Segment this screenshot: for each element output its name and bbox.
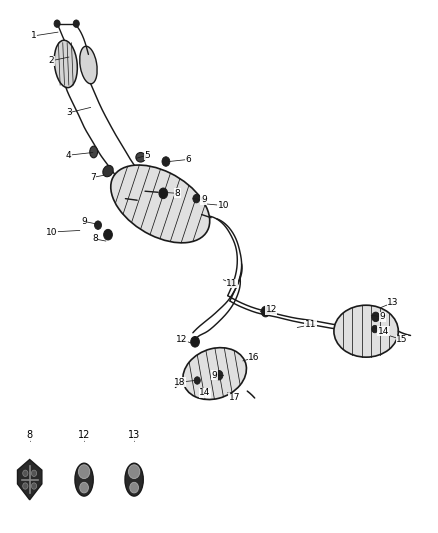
Circle shape bbox=[128, 465, 140, 479]
Ellipse shape bbox=[103, 165, 113, 177]
Circle shape bbox=[23, 483, 28, 489]
Circle shape bbox=[78, 465, 90, 479]
Text: 9: 9 bbox=[201, 195, 207, 204]
Text: 5: 5 bbox=[144, 151, 150, 160]
Circle shape bbox=[104, 229, 113, 240]
Ellipse shape bbox=[111, 165, 210, 243]
Text: 7: 7 bbox=[90, 173, 95, 182]
Text: 11: 11 bbox=[226, 279, 238, 288]
Text: 12: 12 bbox=[78, 430, 90, 440]
Text: 8: 8 bbox=[92, 235, 98, 244]
Circle shape bbox=[95, 221, 102, 229]
Ellipse shape bbox=[136, 152, 145, 162]
Circle shape bbox=[194, 377, 200, 384]
Text: 8: 8 bbox=[27, 430, 33, 440]
Ellipse shape bbox=[80, 46, 97, 84]
Text: 8: 8 bbox=[175, 189, 180, 198]
Ellipse shape bbox=[334, 305, 398, 357]
Text: 18: 18 bbox=[174, 377, 186, 386]
Text: 4: 4 bbox=[66, 151, 72, 160]
Circle shape bbox=[162, 157, 170, 166]
Text: 9: 9 bbox=[212, 370, 218, 379]
Text: 15: 15 bbox=[396, 335, 407, 344]
Circle shape bbox=[372, 312, 380, 321]
Circle shape bbox=[32, 483, 37, 489]
Circle shape bbox=[130, 482, 138, 493]
Ellipse shape bbox=[183, 348, 247, 400]
Circle shape bbox=[54, 20, 60, 27]
Circle shape bbox=[191, 336, 199, 347]
Text: 14: 14 bbox=[378, 327, 389, 336]
Polygon shape bbox=[18, 459, 42, 500]
Text: 13: 13 bbox=[128, 430, 140, 440]
Text: 2: 2 bbox=[49, 56, 54, 65]
Ellipse shape bbox=[90, 146, 98, 158]
Text: 16: 16 bbox=[248, 353, 260, 362]
Circle shape bbox=[23, 470, 28, 477]
Ellipse shape bbox=[54, 41, 78, 87]
Text: 12: 12 bbox=[265, 305, 277, 314]
Circle shape bbox=[215, 370, 223, 380]
Text: 6: 6 bbox=[186, 155, 191, 164]
Ellipse shape bbox=[75, 463, 93, 496]
Circle shape bbox=[261, 306, 270, 317]
Text: 3: 3 bbox=[66, 108, 72, 117]
Text: 9: 9 bbox=[81, 217, 87, 226]
Circle shape bbox=[193, 195, 200, 203]
Text: 14: 14 bbox=[199, 388, 211, 397]
Text: 9: 9 bbox=[379, 312, 385, 321]
Ellipse shape bbox=[125, 463, 143, 496]
Text: 17: 17 bbox=[229, 393, 240, 402]
Circle shape bbox=[229, 280, 235, 287]
Text: 10: 10 bbox=[46, 228, 57, 237]
Text: 1: 1 bbox=[31, 31, 37, 41]
Text: 10: 10 bbox=[218, 201, 229, 210]
Text: 13: 13 bbox=[387, 298, 399, 307]
Circle shape bbox=[32, 470, 37, 477]
Circle shape bbox=[159, 188, 168, 199]
Text: 12: 12 bbox=[177, 335, 188, 344]
Text: 11: 11 bbox=[305, 320, 316, 329]
Circle shape bbox=[372, 325, 378, 333]
Circle shape bbox=[80, 482, 88, 493]
Circle shape bbox=[73, 20, 79, 27]
